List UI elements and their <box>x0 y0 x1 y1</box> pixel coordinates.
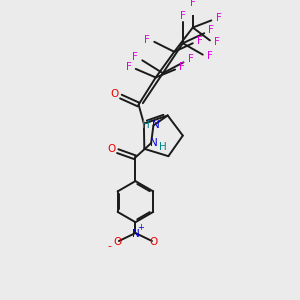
Text: F: F <box>190 0 196 8</box>
Text: F: F <box>179 62 185 72</box>
Text: H: H <box>159 142 167 152</box>
Text: N: N <box>150 138 158 148</box>
Text: N: N <box>152 121 160 130</box>
Text: H: H <box>142 120 149 130</box>
Text: F: F <box>180 11 186 21</box>
Text: F: F <box>197 36 203 46</box>
Text: F: F <box>144 34 150 44</box>
Text: N: N <box>132 229 139 238</box>
Text: F: F <box>132 52 138 62</box>
Text: O: O <box>110 89 119 99</box>
Text: F: F <box>207 51 213 61</box>
Text: O: O <box>113 237 122 248</box>
Text: F: F <box>126 61 131 72</box>
Text: F: F <box>188 55 194 64</box>
Text: O: O <box>149 237 158 248</box>
Text: O: O <box>107 144 116 154</box>
Text: F: F <box>214 37 220 47</box>
Text: -: - <box>108 241 112 251</box>
Text: F: F <box>215 13 221 23</box>
Text: +: + <box>137 223 144 232</box>
Text: F: F <box>208 26 214 35</box>
